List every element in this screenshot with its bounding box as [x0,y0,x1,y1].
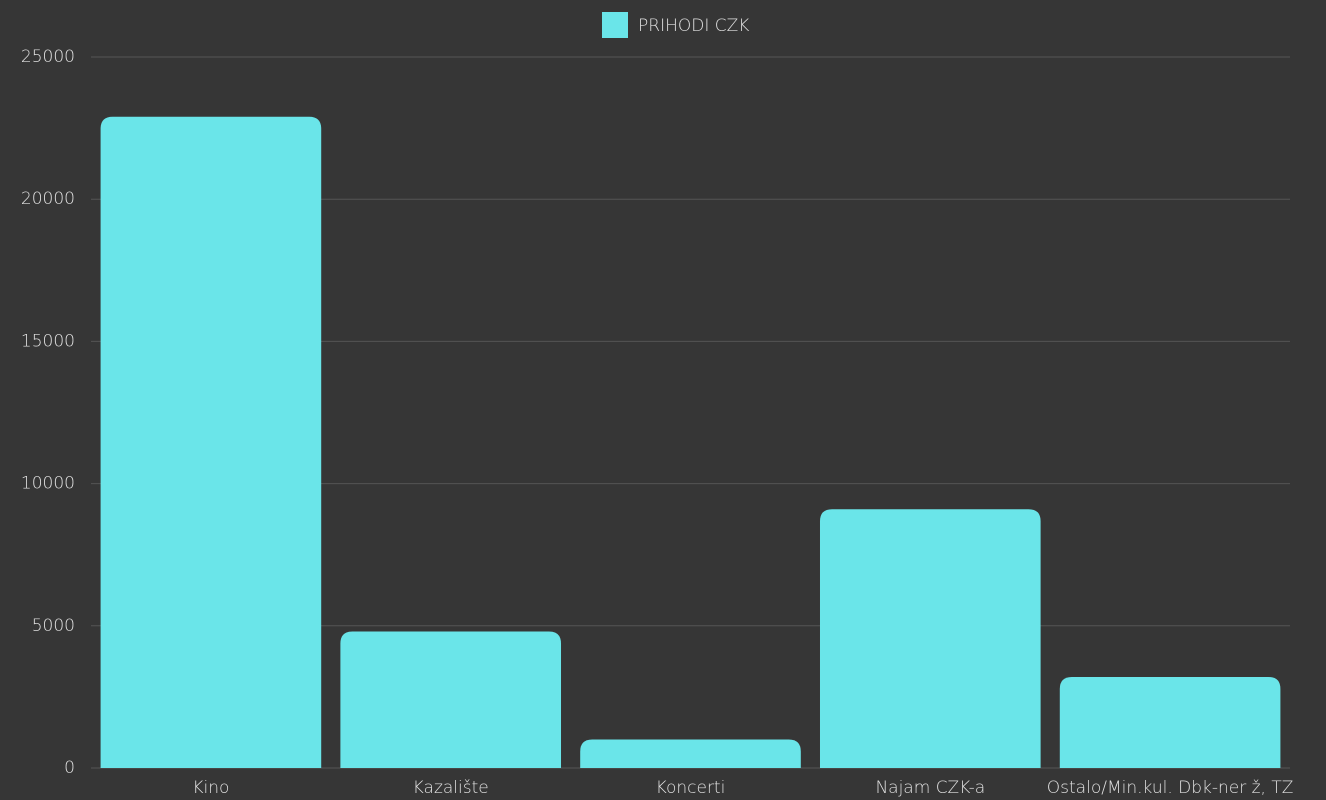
y-tick-label: 25000 [21,47,75,67]
bar [100,116,322,768]
x-tick-label: Ostalo/Min.kul. Dbk-ner ž, TZ [1047,778,1294,798]
bar [340,631,562,768]
legend-swatch [602,12,628,38]
y-tick-label: 20000 [21,189,75,209]
x-tick-label: Najam CZK-a [875,778,985,798]
y-tick-label: 15000 [21,331,75,351]
legend-label: PRIHODI CZK [638,16,749,36]
y-tick-label: 10000 [21,474,75,494]
bar [580,739,801,768]
x-tick-label: Kazalište [413,778,489,798]
bar [1059,676,1281,768]
y-tick-label: 5000 [32,616,75,636]
x-tick-label: Koncerti [656,778,726,798]
bar [819,509,1041,768]
y-tick-label: 0 [64,758,75,778]
x-tick-label: Kino [192,778,229,798]
